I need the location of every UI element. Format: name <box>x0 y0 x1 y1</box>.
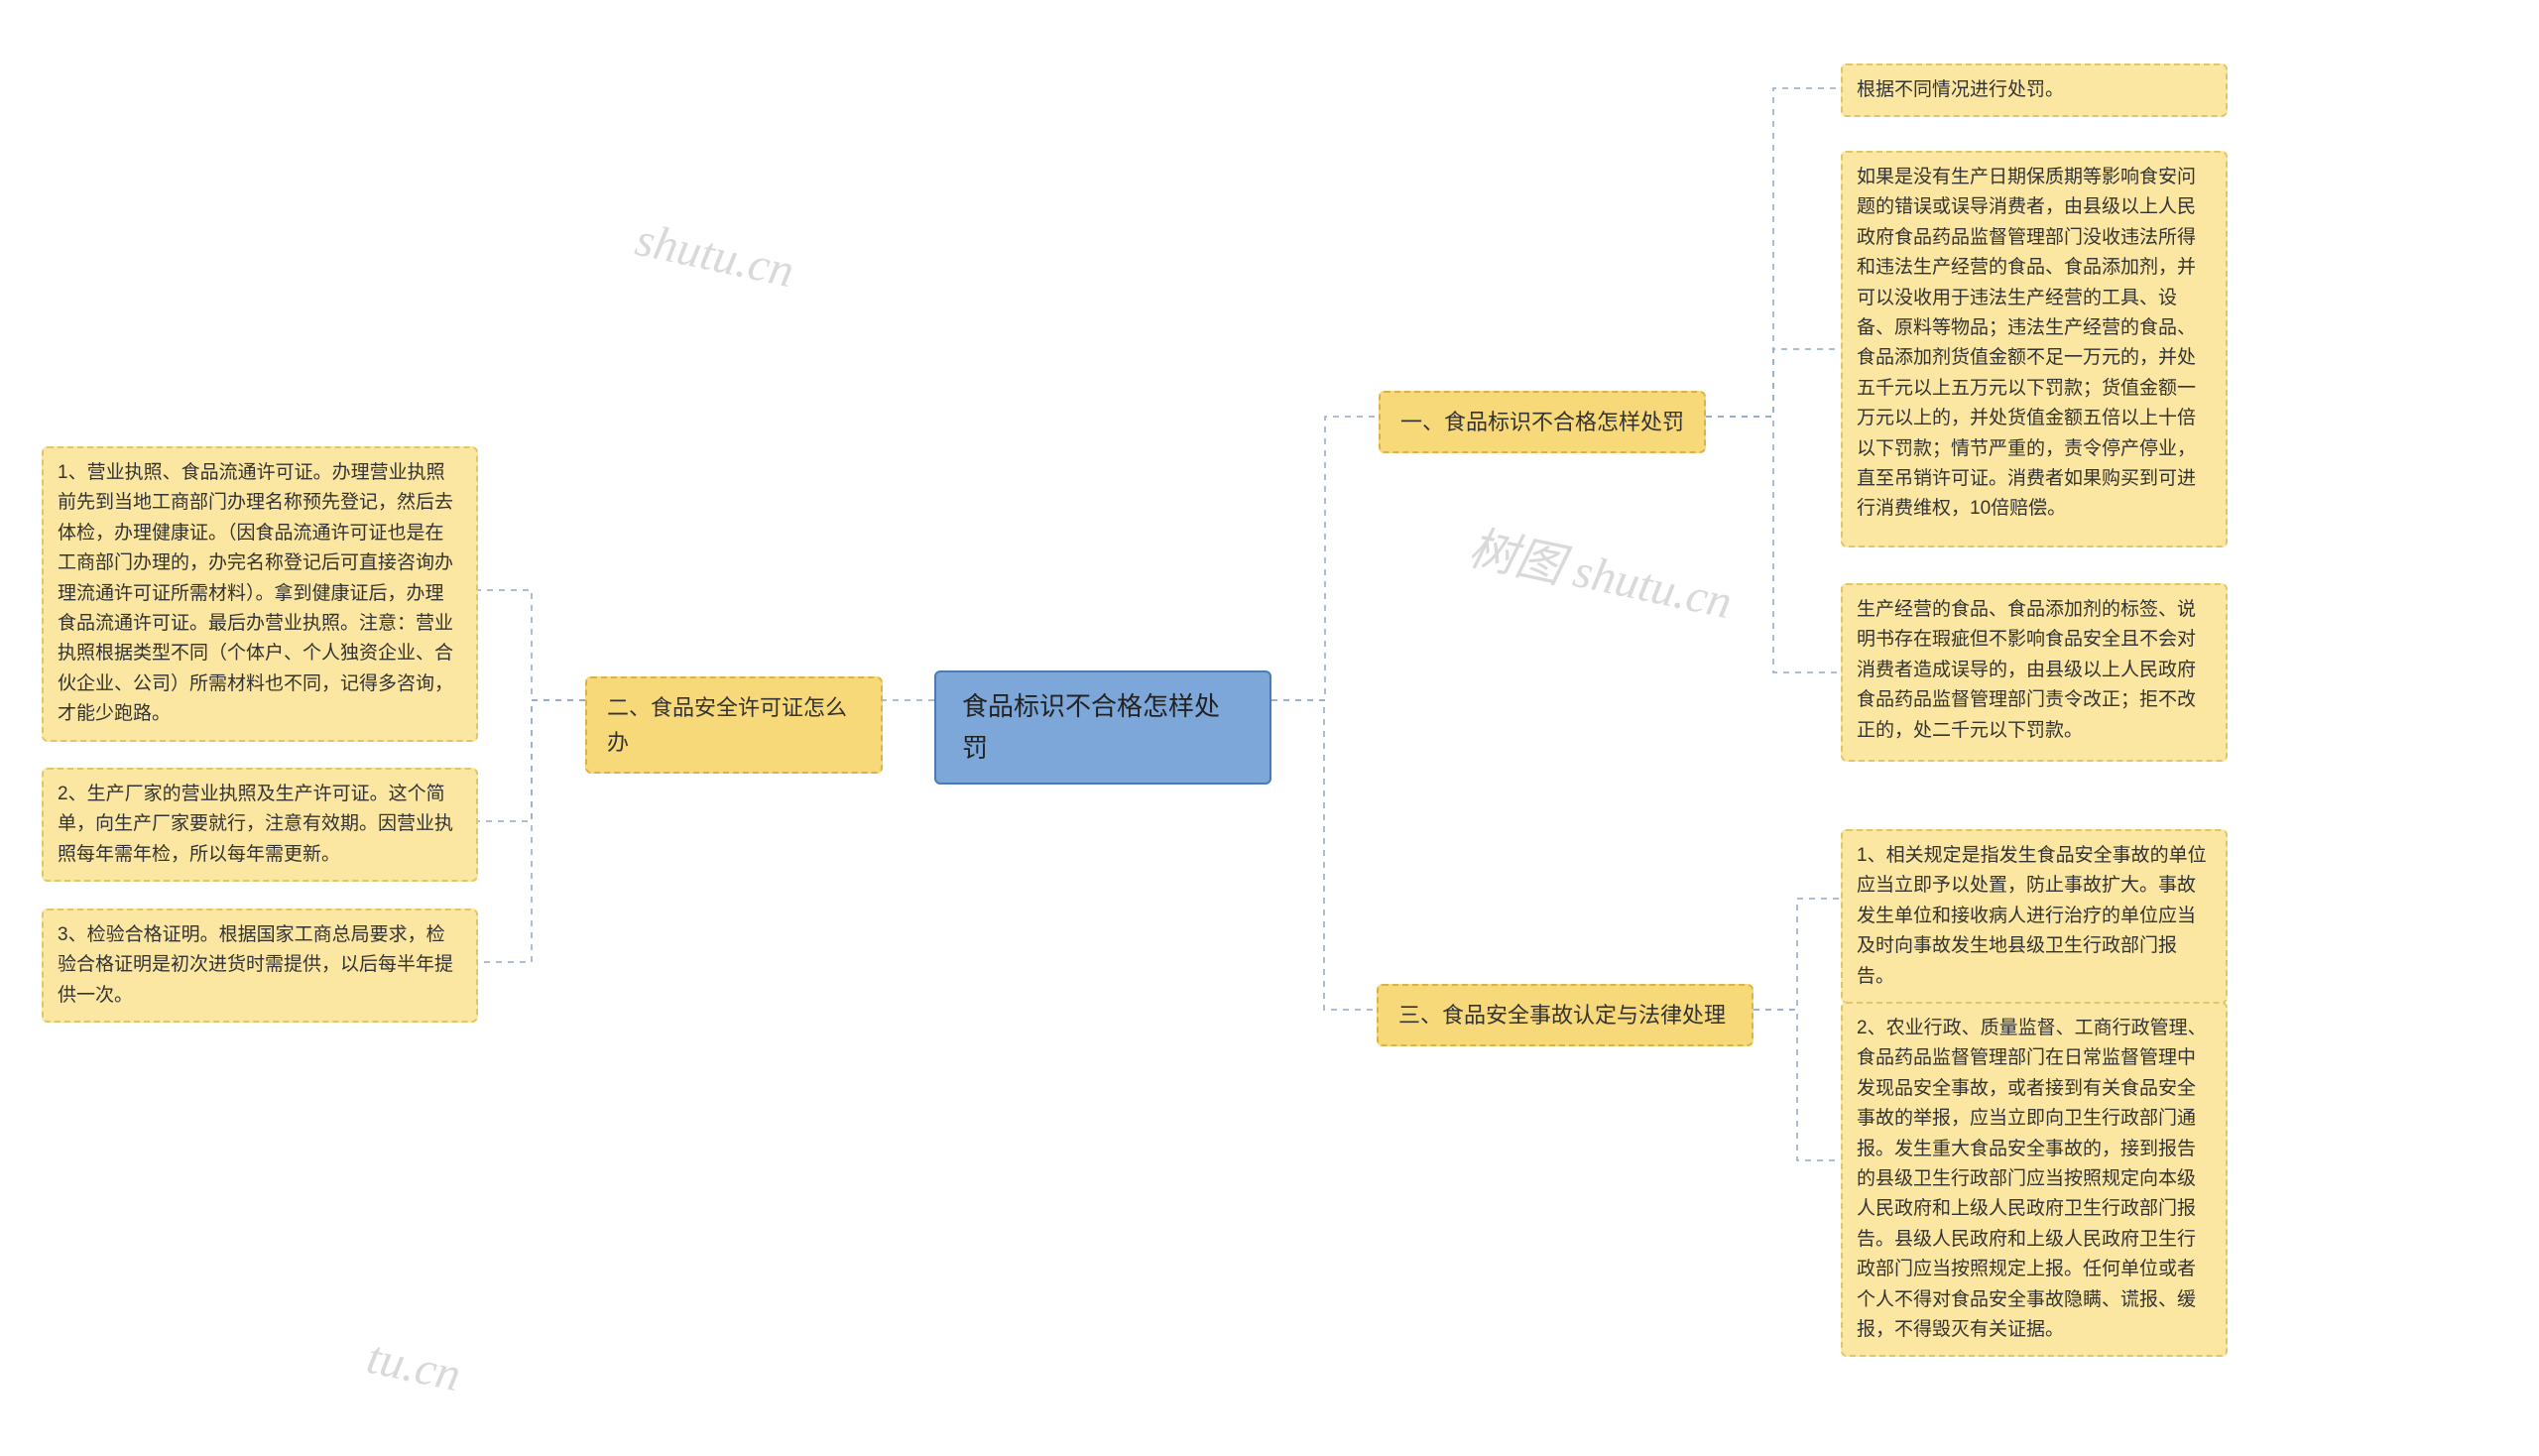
leaf-node: 3、检验合格证明。根据国家工商总局要求，检验合格证明是初次进货时需提供，以后每半… <box>42 909 478 1023</box>
connector-edge <box>1706 349 1841 417</box>
connector-edge <box>1753 1010 1841 1160</box>
leaf-node: 2、生产厂家的营业执照及生产许可证。这个简单，向生产厂家要就行，注意有效期。因营… <box>42 768 478 882</box>
branch-node: 三、食品安全事故认定与法律处理 <box>1377 984 1753 1046</box>
connector-edge <box>1706 417 1841 672</box>
leaf-node: 如果是没有生产日期保质期等影响食安问题的错误或误导消费者，由县级以上人民政府食品… <box>1841 151 2228 547</box>
branch-label: 一、食品标识不合格怎样处罚 <box>1400 405 1684 439</box>
leaf-node: 根据不同情况进行处罚。 <box>1841 63 2228 117</box>
branch-node: 一、食品标识不合格怎样处罚 <box>1379 391 1706 453</box>
leaf-node: 2、农业行政、质量监督、工商行政管理、食品药品监督管理部门在日常监督管理中发现品… <box>1841 1002 2228 1357</box>
leaf-node: 生产经营的食品、食品添加剂的标签、说明书存在瑕疵但不影响食品安全且不会对消费者造… <box>1841 583 2228 762</box>
watermark: shutu.cn <box>631 212 798 299</box>
connector-edge <box>478 700 585 821</box>
leaf-node: 1、相关规定是指发生食品安全事故的单位应当立即予以处置，防止事故扩大。事故发生单… <box>1841 829 2228 1004</box>
mindmap-root: 食品标识不合格怎样处罚 <box>934 670 1271 785</box>
connector-edge <box>478 700 585 962</box>
branch-label: 三、食品安全事故认定与法律处理 <box>1398 998 1726 1032</box>
branch-label: 二、食品安全许可证怎么办 <box>607 690 861 760</box>
connector-edge <box>478 590 585 700</box>
connector-edge <box>1753 899 1841 1010</box>
watermark: 树图 shutu.cn <box>1464 509 1740 632</box>
connector-edge <box>1706 88 1841 417</box>
branch-node: 二、食品安全许可证怎么办 <box>585 676 883 774</box>
connector-edge <box>1271 417 1379 700</box>
leaf-node: 1、营业执照、食品流通许可证。办理营业执照前先到当地工商部门办理名称预先登记，然… <box>42 446 478 742</box>
watermark: tu.cn <box>362 1330 465 1402</box>
connector-edge <box>1271 700 1377 1010</box>
root-label: 食品标识不合格怎样处罚 <box>962 686 1244 769</box>
